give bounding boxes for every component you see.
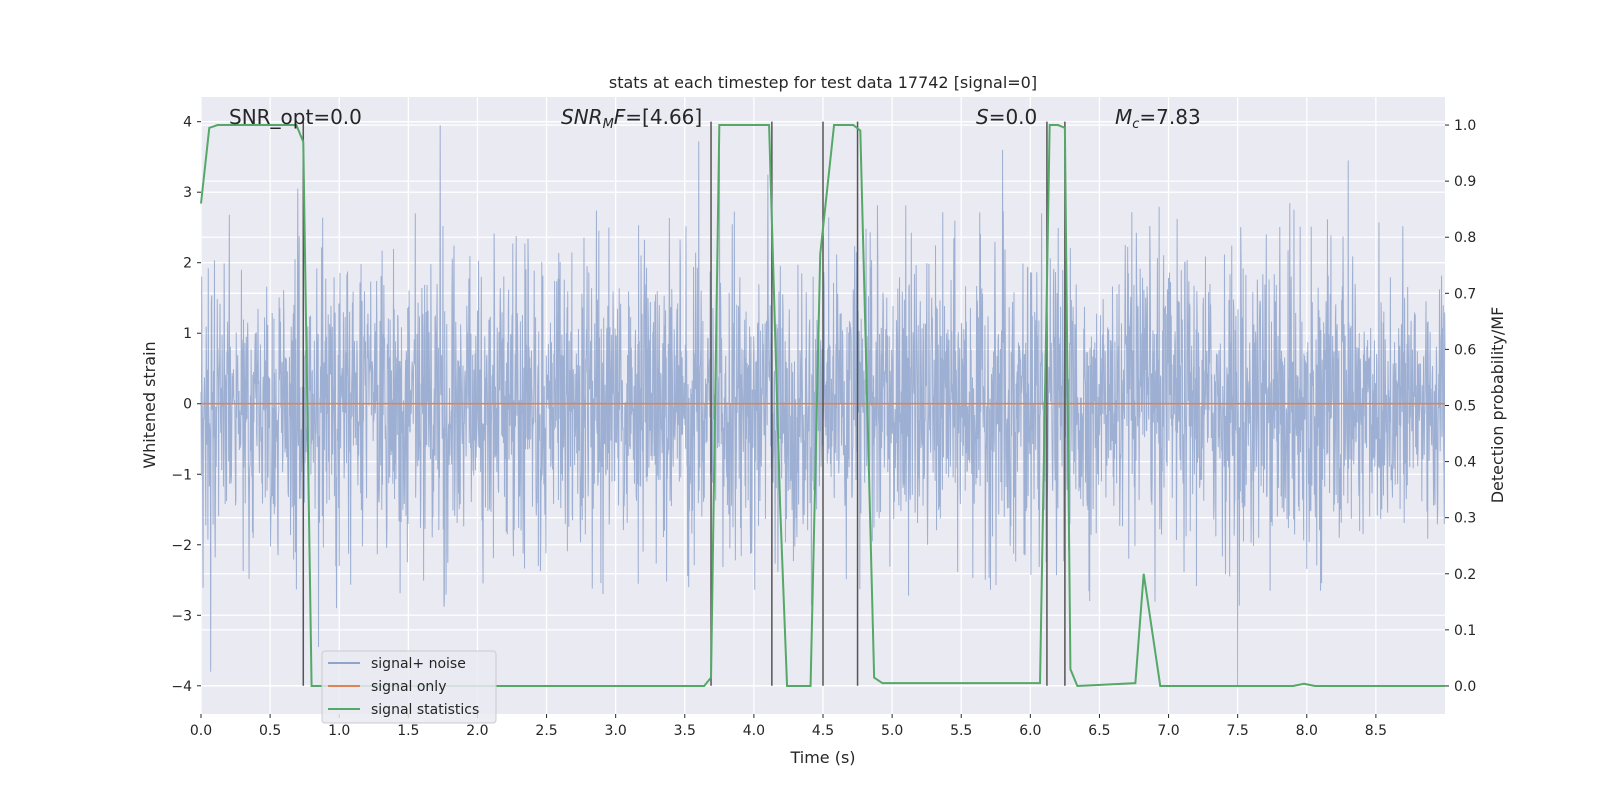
y-left-tick-label-4: 0 [183,397,192,413]
y-right-tick-label-8: 0.2 [1454,567,1476,583]
y-right-tick-label-7: 0.3 [1454,511,1476,527]
x-tick-label-0: 0.0 [190,723,212,739]
x-tick-label-8: 4.0 [743,723,765,739]
legend-label-noise: signal+ noise [371,656,466,672]
legend-label-signal-statistics: signal statistics [371,702,479,718]
y-left-tick-label-6: −2 [171,538,192,554]
y-right-tick-label-5: 0.5 [1454,399,1476,415]
x-axis-ticks: 0.0 0.5 1.0 1.5 2.0 2.5 3.0 3.5 4.0 4.5 5.0 5.5 6.0 6… [190,714,1387,739]
x-tick-label-10: 5.0 [881,723,903,739]
y-left-axis-label: Whitened strain [140,341,159,468]
y-left-tick-label-8: −4 [171,679,192,695]
x-tick-label-3: 1.5 [397,723,419,739]
x-tick-label-2: 1.0 [328,723,350,739]
x-tick-label-17: 8.5 [1365,723,1387,739]
x-tick-label-11: 5.5 [950,723,972,739]
x-axis-label: Time (s) [789,748,855,767]
annotation-mc: Mc=7.83 [1115,105,1201,132]
y-left-axis-ticks: 4 3 2 1 0 −1 −2 −3 −4 [171,115,201,695]
x-tick-label-15: 7.5 [1227,723,1249,739]
x-tick-label-6: 3.0 [605,723,627,739]
x-tick-label-14: 7.0 [1157,723,1179,739]
y-right-tick-label-6: 0.4 [1454,455,1476,471]
x-tick-label-1: 0.5 [259,723,281,739]
y-right-tick-label-2: 0.8 [1454,230,1476,246]
legend-label-signal-only: signal only [371,679,446,695]
y-right-axis-ticks: 1.0 0.9 0.8 0.7 0.6 0.5 0.4 0.3 0.2 0.1 0.0 [1445,118,1476,695]
chart-title: stats at each timestep for test data 177… [609,73,1037,92]
x-tick-label-13: 6.5 [1088,723,1110,739]
y-right-axis-label: Detection probability/MF [1488,307,1507,504]
annotation-snr-mf: SNRMF=[4.66] [561,105,702,132]
y-left-tick-label-0: 4 [183,115,192,131]
y-right-tick-label-10: 0.0 [1454,679,1476,695]
legend-box [321,650,497,724]
x-tick-label-9: 4.5 [812,723,834,739]
y-left-tick-label-7: −3 [171,608,192,624]
annotation-snr-opt: SNR_opt=0.0 [229,105,362,129]
y-left-tick-label-3: 1 [183,326,192,342]
x-tick-label-7: 3.5 [674,723,696,739]
legend: signal+ noise signal only signal statist… [321,650,497,724]
x-tick-label-5: 2.5 [535,723,557,739]
y-right-tick-label-4: 0.6 [1454,342,1476,358]
x-tick-label-16: 8.0 [1296,723,1318,739]
annotation-s: S=0.0 [976,105,1037,129]
y-left-tick-label-1: 3 [183,185,192,201]
y-right-tick-label-3: 0.7 [1454,286,1476,302]
y-right-tick-label-0: 1.0 [1454,118,1476,134]
y-left-tick-label-2: 2 [183,256,192,272]
x-tick-label-12: 6.0 [1019,723,1041,739]
y-left-tick-label-5: −1 [171,467,192,483]
x-tick-label-4: 2.0 [466,723,488,739]
y-right-tick-label-1: 0.9 [1454,174,1476,190]
y-right-tick-label-9: 0.1 [1454,623,1476,639]
